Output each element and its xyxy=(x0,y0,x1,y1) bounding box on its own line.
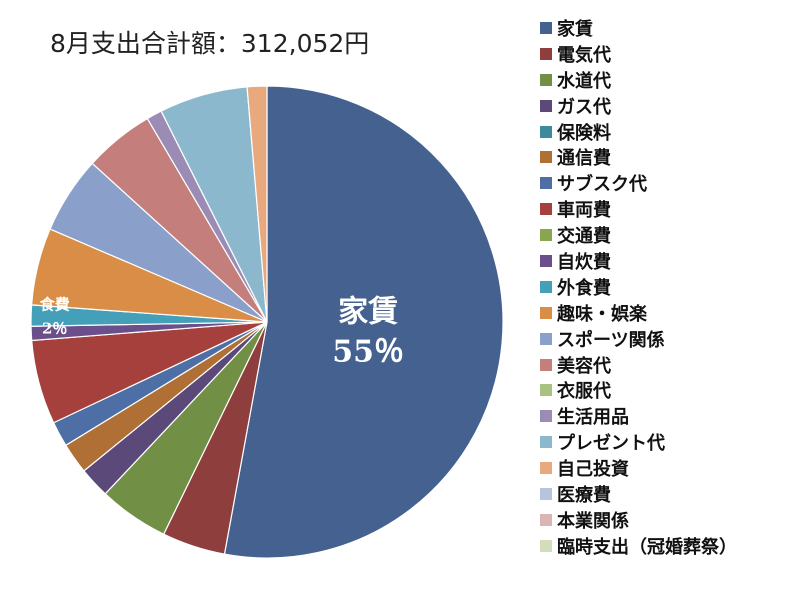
legend-swatch xyxy=(540,487,552,500)
legend-swatch xyxy=(540,229,552,242)
legend-item: プレゼント代 xyxy=(540,429,737,455)
legend-swatch xyxy=(540,332,552,345)
legend-label: 水道代 xyxy=(557,70,611,92)
legend-label: 趣味・娯楽 xyxy=(557,303,647,325)
legend-item: サブスク代 xyxy=(540,170,737,196)
legend-swatch xyxy=(540,99,552,112)
legend-swatch xyxy=(540,73,552,86)
legend-label: プレゼント代 xyxy=(557,433,665,455)
legend-label: 車両費 xyxy=(557,200,611,222)
legend-swatch xyxy=(540,21,552,34)
legend-label: ガス代 xyxy=(557,96,611,118)
legend-item: 医療費 xyxy=(540,481,737,507)
legend-swatch xyxy=(540,513,552,526)
legend-item: ガス代 xyxy=(540,93,737,119)
legend-label: 本業関係 xyxy=(557,510,629,532)
legend-label: 生活用品 xyxy=(557,407,629,429)
pie-slice-1 xyxy=(223,85,504,559)
legend-item: 電気代 xyxy=(540,41,737,67)
legend-item: 趣味・娯楽 xyxy=(540,300,737,326)
legend-item: 美容代 xyxy=(540,352,737,378)
legend-swatch xyxy=(540,254,552,267)
legend-swatch xyxy=(540,358,552,371)
data-label-value-2: 2％ xyxy=(42,320,67,338)
legend-swatch xyxy=(540,177,552,190)
legend-swatch xyxy=(540,203,552,216)
legend-label: 医療費 xyxy=(557,484,611,506)
legend-item: 外食費 xyxy=(540,274,737,300)
pie-slice-18 xyxy=(246,85,268,323)
legend-item: 自己投資 xyxy=(540,455,737,481)
legend-item: 本業関係 xyxy=(540,507,737,533)
data-label-value-1: 55％ xyxy=(332,335,404,370)
legend-item: 交通費 xyxy=(540,222,737,248)
legend-label: 美容代 xyxy=(557,355,611,377)
legend-item: スポーツ関係 xyxy=(540,326,737,352)
data-label-name-2: 食費 xyxy=(40,296,70,314)
legend-swatch xyxy=(540,47,552,60)
legend-item: 保険料 xyxy=(540,119,737,145)
legend-swatch xyxy=(540,436,552,449)
legend-item: 生活用品 xyxy=(540,403,737,429)
legend-item: 車両費 xyxy=(540,196,737,222)
pie-chart: 家賃 55％ 食費 2％ xyxy=(30,85,504,559)
legend-swatch xyxy=(540,410,552,423)
legend-item: 家賃 xyxy=(540,15,737,41)
legend-label: 通信費 xyxy=(557,148,611,170)
legend-swatch xyxy=(540,306,552,319)
legend-swatch xyxy=(540,151,552,164)
legend-swatch xyxy=(540,539,552,552)
legend-item: 臨時支出（冠婚葬祭） xyxy=(540,533,737,559)
legend-item: 通信費 xyxy=(540,144,737,170)
legend-item: 衣服代 xyxy=(540,377,737,403)
legend-label: スポーツ関係 xyxy=(557,329,665,351)
legend-label: 外食費 xyxy=(557,277,611,299)
legend-label: 自炊費 xyxy=(557,251,611,273)
data-label-name-1: 家賃 xyxy=(338,295,398,330)
legend-item: 水道代 xyxy=(540,67,737,93)
legend-label: 自己投資 xyxy=(557,459,629,481)
legend-label: 電気代 xyxy=(557,44,611,66)
legend: 家賃電気代水道代ガス代保険料通信費サブスク代車両費交通費自炊費外食費趣味・娯楽ス… xyxy=(540,15,737,559)
legend-swatch xyxy=(540,125,552,138)
legend-swatch xyxy=(540,462,552,475)
legend-label: 衣服代 xyxy=(557,381,611,403)
legend-label: サブスク代 xyxy=(557,174,647,196)
legend-swatch xyxy=(540,384,552,397)
legend-label: 家賃 xyxy=(557,18,593,40)
legend-label: 保険料 xyxy=(557,122,611,144)
legend-item: 自炊費 xyxy=(540,248,737,274)
legend-label: 臨時支出（冠婚葬祭） xyxy=(557,536,737,558)
legend-label: 交通費 xyxy=(557,226,611,248)
legend-swatch xyxy=(540,280,552,293)
chart-title: 8月支出合計額：312,052円 xyxy=(50,29,370,58)
